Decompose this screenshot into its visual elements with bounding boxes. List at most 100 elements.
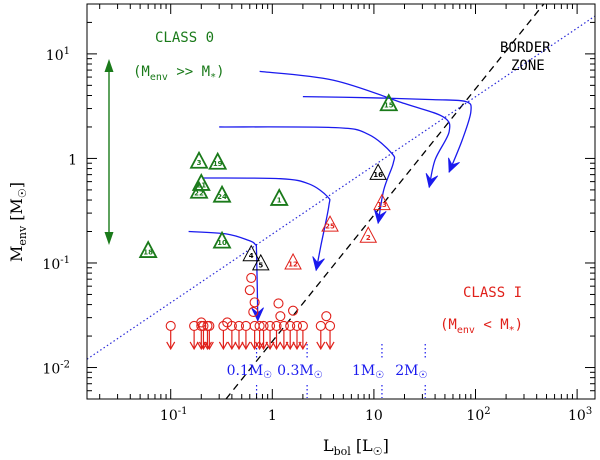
class1-triangle-label-12: 12	[288, 260, 298, 268]
x-tick-label-1: 10-1	[160, 406, 188, 424]
class0-triangle-label-15: 15	[384, 102, 394, 110]
upper-limit-circle-7	[218, 320, 229, 331]
x-tick-label-4: 102	[466, 406, 490, 424]
border-triangle-label-16: 16	[373, 171, 383, 179]
class0-triangle-label-24: 24	[217, 193, 227, 201]
class0-triangle-label-3: 3	[197, 159, 202, 167]
upper-limit-circle-20	[315, 320, 326, 331]
upper-limit-arrowhead-2	[189, 341, 199, 351]
dashed-diagonal-line	[225, 4, 545, 399]
upper-limit-arrowhead-10	[241, 341, 251, 351]
class1-triangle-label-13: 13	[377, 201, 387, 209]
mass-label-1: 0.1M☉	[227, 363, 273, 381]
class1-circle-1	[246, 272, 257, 283]
sun-symbol: ☉	[16, 188, 29, 198]
class0-triangle-3	[189, 150, 209, 169]
class0-triangle-1	[269, 188, 289, 206]
border-triangle-16	[369, 163, 387, 180]
plot-frame	[86, 3, 596, 400]
upper-limit-arrowhead-12	[255, 341, 265, 351]
class1-triangle-2	[359, 226, 378, 243]
upper-limit-arrowhead-13	[259, 341, 269, 351]
track-2	[203, 177, 331, 271]
x-tick-label-2: 1	[268, 408, 277, 424]
upper-limit-arrowhead-1	[166, 341, 176, 351]
class0-relation: (Menv >> M*)	[133, 64, 225, 83]
border-triangle-label-4: 4	[249, 252, 254, 260]
x-tick-label-5: 103	[568, 406, 592, 424]
class1-circle-2	[244, 285, 255, 296]
y-tick-label-2: 10-1	[42, 255, 70, 273]
upper-limit-arrowhead-7	[218, 341, 228, 351]
class0-triangle-label-1: 1	[277, 196, 282, 204]
class1-triangle-label-25: 25	[325, 223, 335, 231]
class0-arrow-head-down	[104, 232, 114, 245]
y-tick-label-3: 1	[68, 152, 77, 168]
upper-limit-arrows	[165, 320, 336, 351]
y-tick-label-4: 101	[46, 46, 70, 64]
upper-limit-circle-1	[165, 320, 176, 331]
mass-label-2: 0.3M☉	[277, 363, 323, 381]
class1-triangle-12	[284, 252, 302, 270]
upper-limit-arrowhead-5	[202, 341, 212, 351]
mass-labels: 0.1M☉ 0.3M☉ 1M☉ 2M☉	[227, 363, 428, 381]
class1-triangle-25	[321, 215, 339, 232]
class0-triangle-18	[138, 240, 158, 258]
class0-triangle-label-22: 22	[194, 189, 204, 197]
class1-circle-8	[321, 311, 332, 322]
border-triangle-4	[242, 244, 261, 262]
class1-triangle-13	[373, 193, 391, 211]
track-arrowhead-2	[312, 256, 325, 272]
upper-limit-circle-10	[240, 320, 251, 331]
y-axis-title: Menv[M☉]	[7, 182, 29, 262]
upper-limit-circle-21	[324, 320, 336, 331]
class1-circles	[196, 272, 332, 328]
track-arrowhead-5	[448, 157, 460, 173]
class1-label: CLASS I	[463, 285, 522, 301]
class1-circle-7	[275, 311, 286, 322]
class0-triangle-10	[212, 230, 232, 249]
class1-circle-9	[196, 317, 207, 328]
upper-limit-arrowhead-8	[227, 341, 237, 351]
class0-range-arrow	[104, 59, 114, 245]
border-zone-label-1: BORDER	[500, 40, 551, 56]
x-tick-label-3: 10	[365, 408, 383, 424]
border-zone-label-2: ZONE	[511, 58, 545, 74]
class0-triangle-24	[212, 184, 232, 203]
track-arrowhead-3	[373, 209, 387, 225]
upper-limit-arrowhead-20	[316, 341, 326, 351]
x-axis-title: Lbol [L☉]	[323, 436, 389, 458]
class0-triangle-label-18: 18	[143, 249, 153, 257]
class0-triangle-label-19: 19	[213, 160, 223, 168]
class0-triangle-15	[379, 93, 399, 112]
evolution-tracks	[188, 70, 472, 322]
class0-triangle-21	[191, 173, 211, 191]
upper-limit-arrowhead-6	[204, 341, 214, 351]
class1-relation: (Menv < M*)	[440, 317, 523, 336]
track-5	[302, 95, 472, 173]
class1-circle-3	[249, 297, 260, 308]
upper-limit-arrowhead-9	[234, 341, 244, 351]
sun-symbol: ☉	[373, 445, 383, 458]
mass-label-4: 2M☉	[395, 363, 427, 381]
y-tick-label-1: 10-2	[42, 360, 70, 378]
track-arrowhead-4	[425, 173, 439, 189]
class0-triangle-label-10: 10	[217, 239, 227, 247]
class0-label: CLASS 0	[155, 30, 214, 46]
upper-limit-arrowhead-19	[298, 341, 308, 351]
border-triangle-label-5: 5	[258, 261, 263, 269]
upper-limit-circle-19	[297, 320, 308, 331]
class1-circle-10	[222, 317, 233, 328]
class1-triangle-label-2: 2	[366, 234, 371, 242]
border-triangle-5	[251, 253, 270, 271]
class0-triangle-22	[189, 180, 209, 199]
class0-arrow-head-up	[104, 59, 114, 72]
track-3	[219, 126, 396, 224]
upper-limit-arrowhead-15	[271, 341, 282, 351]
class0-triangle-19	[208, 151, 228, 170]
track-4	[259, 70, 451, 188]
upper-limit-arrowhead-16	[279, 341, 289, 351]
